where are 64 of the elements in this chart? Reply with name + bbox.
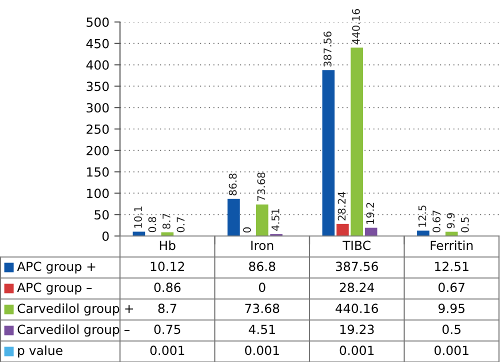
- y-tick-label: 250: [86, 124, 109, 134]
- annotation: 387.56: [324, 32, 332, 67]
- bar: [132, 232, 146, 236]
- data-label: 12.51: [435, 262, 468, 272]
- y-tick-label: 100: [87, 188, 109, 198]
- bar: [336, 224, 349, 236]
- data-label: 0.86: [154, 282, 181, 292]
- data-label: 19.23: [340, 324, 374, 334]
- bar: [228, 198, 240, 236]
- legend-label: APC group +: [17, 262, 96, 274]
- data-label: 387.56: [336, 262, 378, 272]
- data-label: 440.16: [336, 304, 378, 314]
- annotation: 0.7: [176, 217, 185, 232]
- annotation: 0.67: [432, 210, 440, 232]
- annotation: 0: [243, 227, 251, 233]
- data-label: 0.67: [438, 282, 464, 292]
- data-label: 28.24: [340, 282, 374, 292]
- y-tick-label: 0: [102, 231, 109, 241]
- annotation: 12.5: [418, 206, 426, 227]
- x-tick-label: Ferritin: [430, 240, 473, 250]
- annotation: 28.24: [338, 192, 346, 220]
- annotation: 86.8: [228, 174, 237, 196]
- x-tick-label: Hb: [160, 240, 176, 250]
- data-label: 0.75: [154, 324, 180, 334]
- y-tick-label: 150: [87, 167, 109, 177]
- data-label: 73.68: [245, 304, 280, 314]
- data-label: 0: [258, 282, 266, 292]
- annotation: 73.68: [257, 172, 266, 201]
- legend-label: APC group –: [17, 282, 92, 295]
- data-label: 8.7: [158, 304, 176, 314]
- y-tick-label: 200: [86, 146, 109, 156]
- bar: [445, 232, 458, 236]
- y-tick-label: 300: [86, 103, 109, 113]
- data-label: 10.12: [150, 262, 184, 272]
- data-label: 86.8: [249, 262, 276, 272]
- data-label: 0.001: [150, 346, 184, 356]
- bar: [417, 230, 430, 236]
- data-label: 9.95: [438, 304, 464, 314]
- x-tick-label: Iron: [251, 240, 274, 250]
- legend-label: Carvedilol group –: [18, 324, 130, 337]
- annotation: 19.2: [366, 202, 374, 224]
- data-label: 0.5: [442, 324, 460, 334]
- legend-label: Carvedilol group +: [18, 303, 134, 316]
- legend-label: p value: [18, 345, 62, 358]
- data-label: 0.001: [245, 346, 279, 356]
- data-label: 0.001: [434, 346, 468, 356]
- x-tick-label: TIBC: [342, 240, 370, 250]
- annotation: 4.51: [272, 209, 280, 231]
- bar: [322, 70, 335, 236]
- y-tick-label: 50: [94, 210, 109, 220]
- y-tick-label: 450: [86, 38, 109, 48]
- annotation: 8.7: [162, 214, 170, 229]
- annotation: 0.5: [460, 217, 469, 232]
- bar: [256, 204, 268, 236]
- annotation: 9.9: [446, 213, 455, 228]
- y-tick-label: 350: [86, 82, 109, 92]
- bar: [350, 48, 364, 236]
- data-label: 4.51: [248, 324, 275, 334]
- y-tick-label: 400: [86, 60, 109, 70]
- y-tick-label: 500: [86, 17, 109, 27]
- annotation: 440.16: [352, 9, 360, 44]
- annotation: 10.1: [134, 206, 142, 228]
- annotation: 0.8: [148, 217, 156, 232]
- data-label: 0.001: [340, 346, 374, 356]
